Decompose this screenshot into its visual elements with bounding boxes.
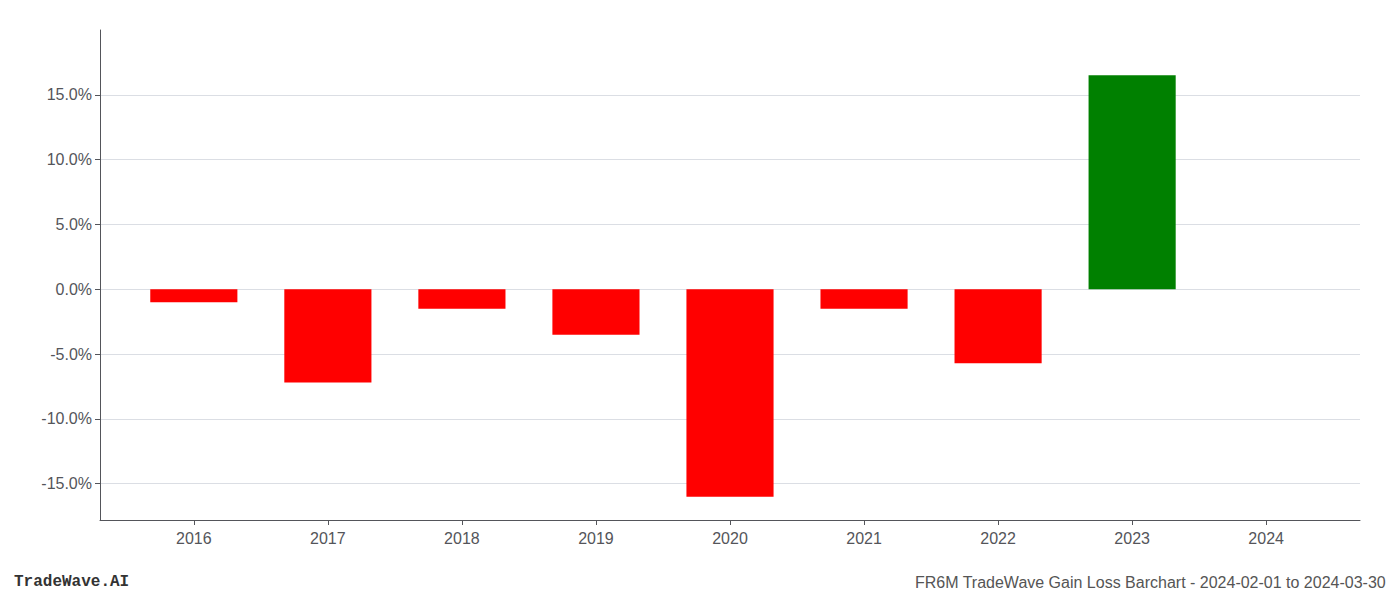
svg-text:2017: 2017	[310, 530, 346, 547]
svg-text:2019: 2019	[578, 530, 614, 547]
svg-text:-10.0%: -10.0%	[41, 410, 92, 427]
svg-text:2023: 2023	[1114, 530, 1150, 547]
svg-text:15.0%: 15.0%	[47, 86, 92, 103]
svg-text:2016: 2016	[176, 530, 212, 547]
svg-text:2024: 2024	[1248, 530, 1284, 547]
svg-text:TradeWave.AI: TradeWave.AI	[14, 573, 129, 591]
svg-text:0.0%: 0.0%	[56, 281, 92, 298]
svg-text:-15.0%: -15.0%	[41, 475, 92, 492]
svg-text:2018: 2018	[444, 530, 480, 547]
svg-text:-5.0%: -5.0%	[50, 346, 92, 363]
svg-text:2022: 2022	[980, 530, 1016, 547]
svg-text:5.0%: 5.0%	[56, 216, 92, 233]
svg-text:10.0%: 10.0%	[47, 151, 92, 168]
svg-text:FR6M TradeWave Gain Loss Barch: FR6M TradeWave Gain Loss Barchart - 2024…	[915, 574, 1386, 591]
svg-text:2020: 2020	[712, 530, 748, 547]
svg-text:2021: 2021	[846, 530, 882, 547]
